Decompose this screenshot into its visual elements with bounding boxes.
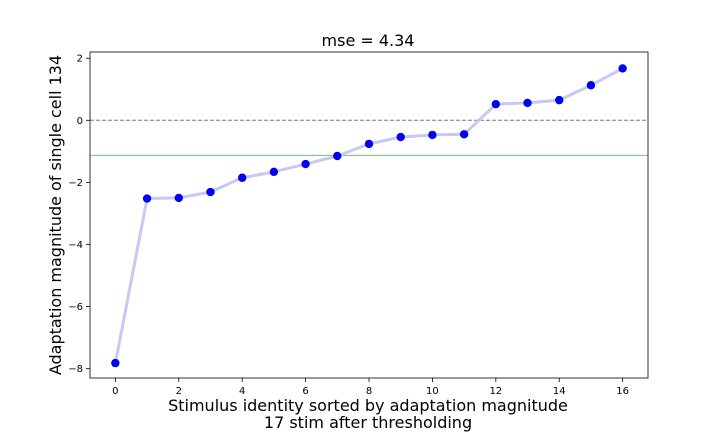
data-point <box>491 99 501 109</box>
x-axis-label-subtitle: 17 stim after thresholding <box>264 413 472 432</box>
data-point <box>269 167 279 177</box>
series-layer <box>111 64 627 368</box>
series-line-0 <box>113 66 625 365</box>
x-tick-label: 14 <box>553 386 566 397</box>
data-point <box>301 159 310 169</box>
x-tick-label: 12 <box>489 386 502 397</box>
data-point <box>142 194 152 203</box>
x-tick-label: 4 <box>239 386 245 397</box>
x-tick-label: 2 <box>176 386 182 397</box>
data-point <box>428 130 437 140</box>
y-tick-label: −8 <box>68 364 83 375</box>
y-axis-label: Adaptation magnitude of single cell 134 <box>46 55 65 375</box>
x-tick-label: 6 <box>302 386 308 397</box>
data-point <box>618 64 627 73</box>
x-tick-label: 10 <box>426 386 439 397</box>
data-point <box>111 358 120 368</box>
data-point <box>237 173 247 182</box>
x-tick-label: 0 <box>112 386 118 397</box>
x-axis-label: Stimulus identity sorted by adaptation m… <box>168 396 568 415</box>
data-point <box>396 132 405 142</box>
data-point <box>459 130 469 139</box>
data-point <box>523 98 532 108</box>
y-tick-label: −6 <box>68 302 83 313</box>
data-point <box>555 95 564 105</box>
y-tick-label: −4 <box>68 240 83 251</box>
y-axis-ticks: 2 0 −2 −4 −6 −8 <box>68 54 90 375</box>
y-tick-label: 0 <box>77 116 83 127</box>
data-point <box>174 193 183 203</box>
plot-frame <box>89 51 649 379</box>
data-point <box>333 151 342 161</box>
data-point <box>586 81 596 90</box>
chart-title: mse = 4.34 <box>322 31 415 50</box>
data-point <box>206 187 215 197</box>
x-tick-label: 16 <box>616 386 629 397</box>
y-tick-label: 2 <box>77 54 83 65</box>
x-tick-label: 8 <box>366 386 372 397</box>
reference-lines <box>90 119 648 156</box>
x-axis-ticks: 0 2 4 6 8 10 12 14 16 <box>112 378 629 397</box>
y-tick-label: −2 <box>68 178 83 189</box>
data-point <box>364 139 374 149</box>
